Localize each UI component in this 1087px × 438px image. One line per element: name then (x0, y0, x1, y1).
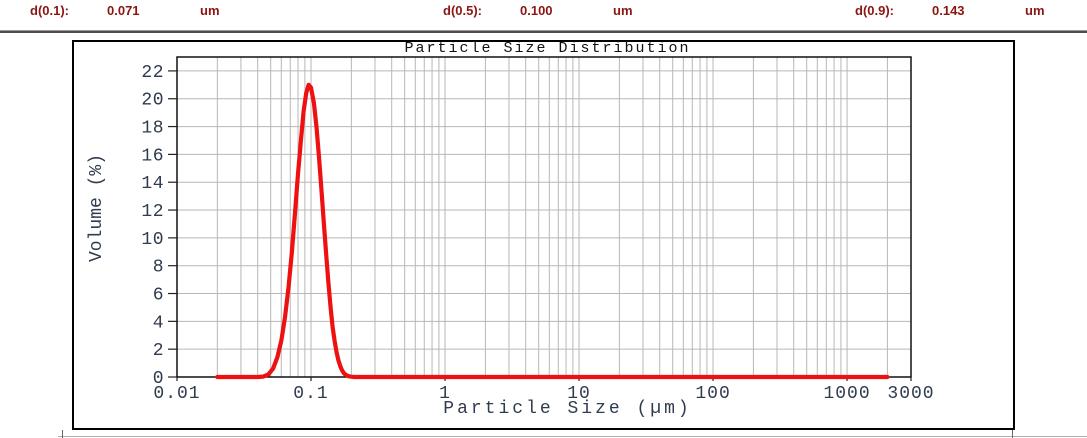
x-axis-label: Particle Size (µm) (443, 399, 692, 419)
next-section-top-edge (58, 436, 1087, 437)
header-divider-rule (0, 30, 1087, 33)
chart-title: Particle Size Distribution (404, 40, 691, 57)
d10-value: 0.071 (107, 3, 140, 18)
d50-value: 0.100 (520, 3, 553, 18)
d90-value: 0.143 (932, 3, 965, 18)
next-section-left-tick (62, 430, 63, 438)
d50-unit: um (613, 3, 633, 18)
d90-unit: um (1025, 3, 1045, 18)
next-section-right-tick (1012, 430, 1013, 438)
d10-unit: um (200, 3, 220, 18)
d90-label: d(0.9): (855, 3, 894, 18)
d50-label: d(0.5): (443, 3, 482, 18)
d10-label: d(0.1): (30, 3, 69, 18)
chart-frame (72, 40, 1015, 430)
